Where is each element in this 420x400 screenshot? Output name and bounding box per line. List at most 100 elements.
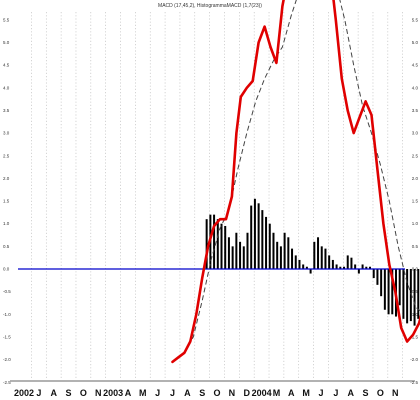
histogram-bar — [413, 269, 416, 326]
histogram-bar — [276, 241, 279, 269]
histogram-bar — [365, 266, 368, 269]
histogram-bar — [324, 248, 327, 269]
y-tick-label-right: 3.0 — [412, 131, 419, 136]
histogram-bar — [231, 246, 234, 269]
x-tick-label: 2004 — [252, 388, 272, 398]
histogram-bar — [331, 259, 334, 269]
y-tick-label-right: 0.5 — [412, 244, 419, 249]
x-tick-label: J — [333, 388, 338, 398]
y-tick-label-right: -2.5 — [410, 380, 418, 385]
histogram-bar — [354, 264, 357, 269]
histogram-bar — [227, 237, 230, 269]
histogram-bar — [265, 216, 268, 269]
x-tick-label: A — [184, 388, 191, 398]
histogram-bar — [283, 232, 286, 269]
histogram-bar — [343, 266, 346, 269]
y-tick-label-left: 5.5 — [3, 17, 10, 22]
y-tick-label-right: 2.0 — [412, 176, 419, 181]
y-tick-label-left: 4.5 — [3, 63, 10, 68]
histogram-bar — [287, 237, 290, 269]
histogram-bar — [313, 241, 316, 269]
histogram-bar — [398, 269, 401, 306]
histogram-bar — [239, 241, 242, 269]
histogram-bar — [298, 259, 301, 269]
histogram-bar — [350, 257, 353, 269]
x-tick-label: J — [170, 388, 175, 398]
x-tick-label: O — [377, 388, 384, 398]
y-tick-label-left: 5.0 — [3, 40, 10, 45]
y-tick-label-left: -2.5 — [3, 380, 11, 385]
x-tick-label: M — [273, 388, 281, 398]
histogram-bar — [387, 269, 390, 315]
histogram-bar — [235, 232, 238, 269]
y-tick-label-left: 0.0 — [3, 267, 10, 272]
histogram-bar — [268, 223, 271, 269]
histogram-bar — [402, 269, 405, 319]
histogram-bar — [291, 248, 294, 269]
y-tick-label-right: 4.0 — [412, 85, 419, 90]
histogram-bar — [309, 269, 312, 274]
histogram-bar — [361, 264, 364, 269]
histogram-bar — [357, 269, 360, 274]
x-tick-label: S — [199, 388, 205, 398]
x-tick-label: S — [66, 388, 72, 398]
y-tick-label-right: 2.5 — [412, 153, 419, 158]
y-tick-label-right: 1.5 — [412, 199, 419, 204]
x-tick-label: 2003 — [103, 388, 123, 398]
histogram-bar — [380, 269, 383, 297]
histogram-bar — [272, 232, 275, 269]
y-tick-label-left: 3.0 — [3, 131, 10, 136]
x-tick-label: N — [95, 388, 102, 398]
x-tick-label: J — [36, 388, 41, 398]
histogram-bar — [246, 232, 249, 269]
histogram-bar — [417, 269, 420, 319]
y-tick-label-left: 0.5 — [3, 244, 10, 249]
histogram-bar — [409, 269, 412, 322]
x-tick-label: O — [80, 388, 87, 398]
x-tick-label: M — [302, 388, 310, 398]
chart-title: MACD (17,45,2), HistogrammaMACD (1,7(23)… — [158, 3, 262, 9]
histogram-bar — [376, 269, 379, 285]
histogram-bar — [406, 269, 409, 324]
histogram-bar — [320, 246, 323, 269]
x-tick-label: A — [288, 388, 295, 398]
x-tick-label: N — [229, 388, 236, 398]
histogram-bar — [261, 210, 264, 269]
y-tick-label-left: 3.5 — [3, 108, 10, 113]
histogram-bar — [372, 269, 375, 279]
histogram-bar — [294, 255, 297, 269]
histogram-bar — [250, 205, 253, 269]
axis-labels: 7.07.06.56.56.06.05.55.55.05.04.54.54.04… — [3, 17, 419, 398]
y-tick-label-left: -0.5 — [3, 289, 11, 294]
y-tick-label-left: 4.0 — [3, 85, 10, 90]
histogram-bar — [253, 198, 256, 269]
histogram-bar — [339, 266, 342, 269]
y-tick-label-right: -2.0 — [410, 357, 418, 362]
histogram-bar — [224, 225, 227, 269]
histogram-bar — [369, 266, 372, 269]
y-tick-label-right: -1.5 — [410, 334, 418, 339]
x-tick-label: M — [139, 388, 147, 398]
y-tick-label-left: 1.0 — [3, 221, 10, 226]
histogram-bar — [279, 246, 282, 269]
y-tick-label-right: 3.5 — [412, 108, 419, 113]
histogram-bar — [391, 269, 394, 315]
x-tick-label: D — [244, 388, 251, 398]
histogram-bar — [205, 219, 208, 269]
macd-line — [171, 0, 420, 364]
y-tick-label-left: 2.5 — [3, 153, 10, 158]
histogram-bar — [335, 264, 338, 269]
x-tick-label: O — [214, 388, 221, 398]
x-tick-label: J — [318, 388, 323, 398]
histogram-bar — [305, 266, 308, 269]
y-tick-label-left: -1.5 — [3, 334, 11, 339]
histogram-bar — [213, 214, 216, 269]
histogram-bar — [242, 246, 245, 269]
y-tick-label-right: 4.5 — [412, 63, 419, 68]
histogram-bar — [302, 264, 305, 269]
histogram-bar — [383, 269, 386, 310]
histogram-bar — [346, 255, 349, 269]
histogram-bar — [328, 255, 331, 269]
